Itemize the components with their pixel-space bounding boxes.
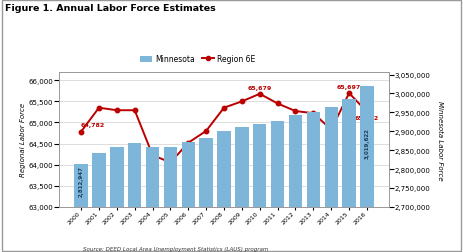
Text: 65,679: 65,679 — [248, 85, 272, 90]
Y-axis label: Minnesota Labor Force: Minnesota Labor Force — [438, 100, 444, 179]
Bar — [92, 153, 106, 252]
Text: 65,252: 65,252 — [355, 116, 379, 121]
Bar — [253, 125, 266, 252]
Bar — [271, 121, 284, 252]
Bar — [342, 100, 356, 252]
Bar — [164, 148, 177, 252]
Text: Figure 1. Annual Labor Force Estimates: Figure 1. Annual Labor Force Estimates — [5, 4, 215, 13]
Bar — [75, 165, 88, 252]
Bar — [200, 139, 213, 252]
Bar — [181, 143, 195, 252]
Text: Source: DEED Local Area Unemployment Statistics (LAUS) program: Source: DEED Local Area Unemployment Sta… — [83, 246, 269, 251]
Bar — [307, 112, 320, 252]
Bar — [325, 108, 338, 252]
Y-axis label: Regional Labor Force: Regional Labor Force — [19, 103, 25, 177]
Text: 65,697: 65,697 — [337, 84, 361, 89]
Bar — [289, 116, 302, 252]
Bar — [110, 148, 124, 252]
Bar — [217, 132, 231, 252]
Text: 3,019,622: 3,019,622 — [364, 127, 369, 158]
Bar — [360, 87, 374, 252]
Bar — [128, 144, 141, 252]
Legend: Minnesota, Region 6E: Minnesota, Region 6E — [138, 52, 258, 67]
Text: 64,782: 64,782 — [81, 123, 105, 128]
Bar — [146, 148, 159, 252]
Bar — [235, 127, 249, 252]
Text: 2,812,947: 2,812,947 — [79, 165, 84, 196]
